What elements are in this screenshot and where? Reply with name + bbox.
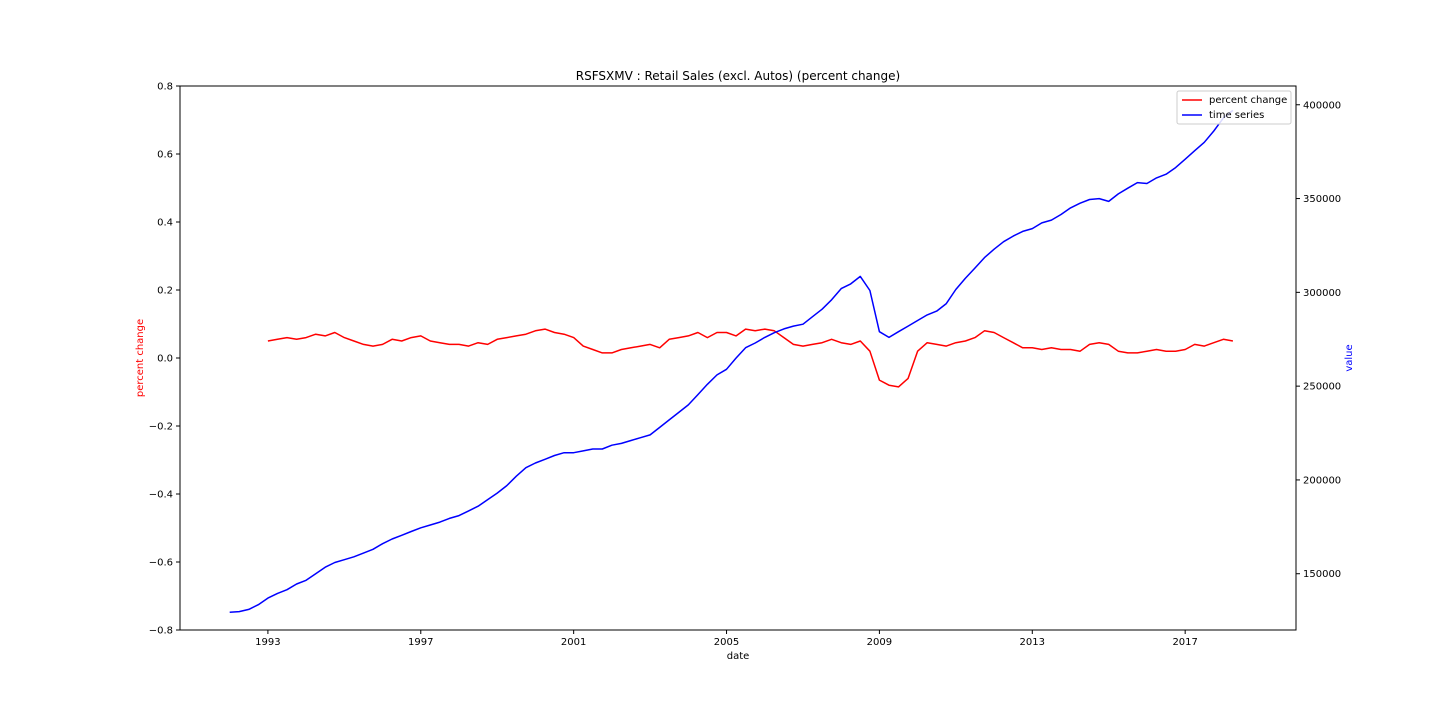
- x-tick-label: 2005: [714, 637, 739, 648]
- y-left-tick-label: 0.6: [157, 150, 173, 161]
- x-axis-label: date: [727, 651, 750, 662]
- legend-label-time-series: time series: [1209, 110, 1264, 121]
- legend-label-percent-change: percent change: [1209, 95, 1287, 106]
- legend-box: [1176, 90, 1292, 125]
- x-tick-label: 1997: [408, 637, 433, 648]
- series-line-time-series: [229, 109, 1234, 613]
- x-axis: 1993 1997 2001 2005 2009 2013 2017: [255, 630, 1198, 648]
- chart-title: RSFSXMV : Retail Sales (excl. Autos) (pe…: [576, 69, 900, 83]
- plot-series-group: [229, 109, 1234, 613]
- right-y-axis: 150000 200000 250000 300000 350000 400000: [1296, 100, 1341, 580]
- y-left-tick-label: −0.8: [149, 626, 173, 637]
- y-left-tick-label: −0.4: [149, 490, 173, 501]
- y-right-tick-label: 300000: [1303, 288, 1341, 299]
- right-y-axis-label: value: [1344, 344, 1355, 371]
- y-left-tick-label: 0.8: [157, 82, 173, 93]
- legend: percent change time series: [1176, 90, 1292, 125]
- y-right-tick-label: 150000: [1303, 569, 1341, 580]
- y-left-tick-label: 0.0: [157, 354, 173, 365]
- y-left-tick-label: −0.6: [149, 558, 173, 569]
- left-y-axis: −0.8 −0.6 −0.4 −0.2 0.0 0.2 0.4 0.6 0.8: [149, 82, 180, 637]
- x-tick-label: 1993: [255, 637, 280, 648]
- y-right-tick-label: 250000: [1303, 382, 1341, 393]
- left-y-axis-label: percent change: [135, 319, 146, 397]
- x-tick-label: 2013: [1020, 637, 1045, 648]
- x-tick-label: 2009: [867, 637, 892, 648]
- y-right-tick-label: 200000: [1303, 475, 1341, 486]
- x-tick-label: 2001: [561, 637, 586, 648]
- y-right-tick-label: 350000: [1303, 194, 1341, 205]
- y-left-tick-label: 0.2: [157, 286, 173, 297]
- y-left-tick-label: −0.2: [149, 422, 173, 433]
- y-right-tick-label: 400000: [1303, 100, 1341, 111]
- series-line-percent-change: [267, 328, 1234, 388]
- y-left-tick-label: 0.4: [157, 218, 173, 229]
- x-tick-label: 2017: [1172, 637, 1197, 648]
